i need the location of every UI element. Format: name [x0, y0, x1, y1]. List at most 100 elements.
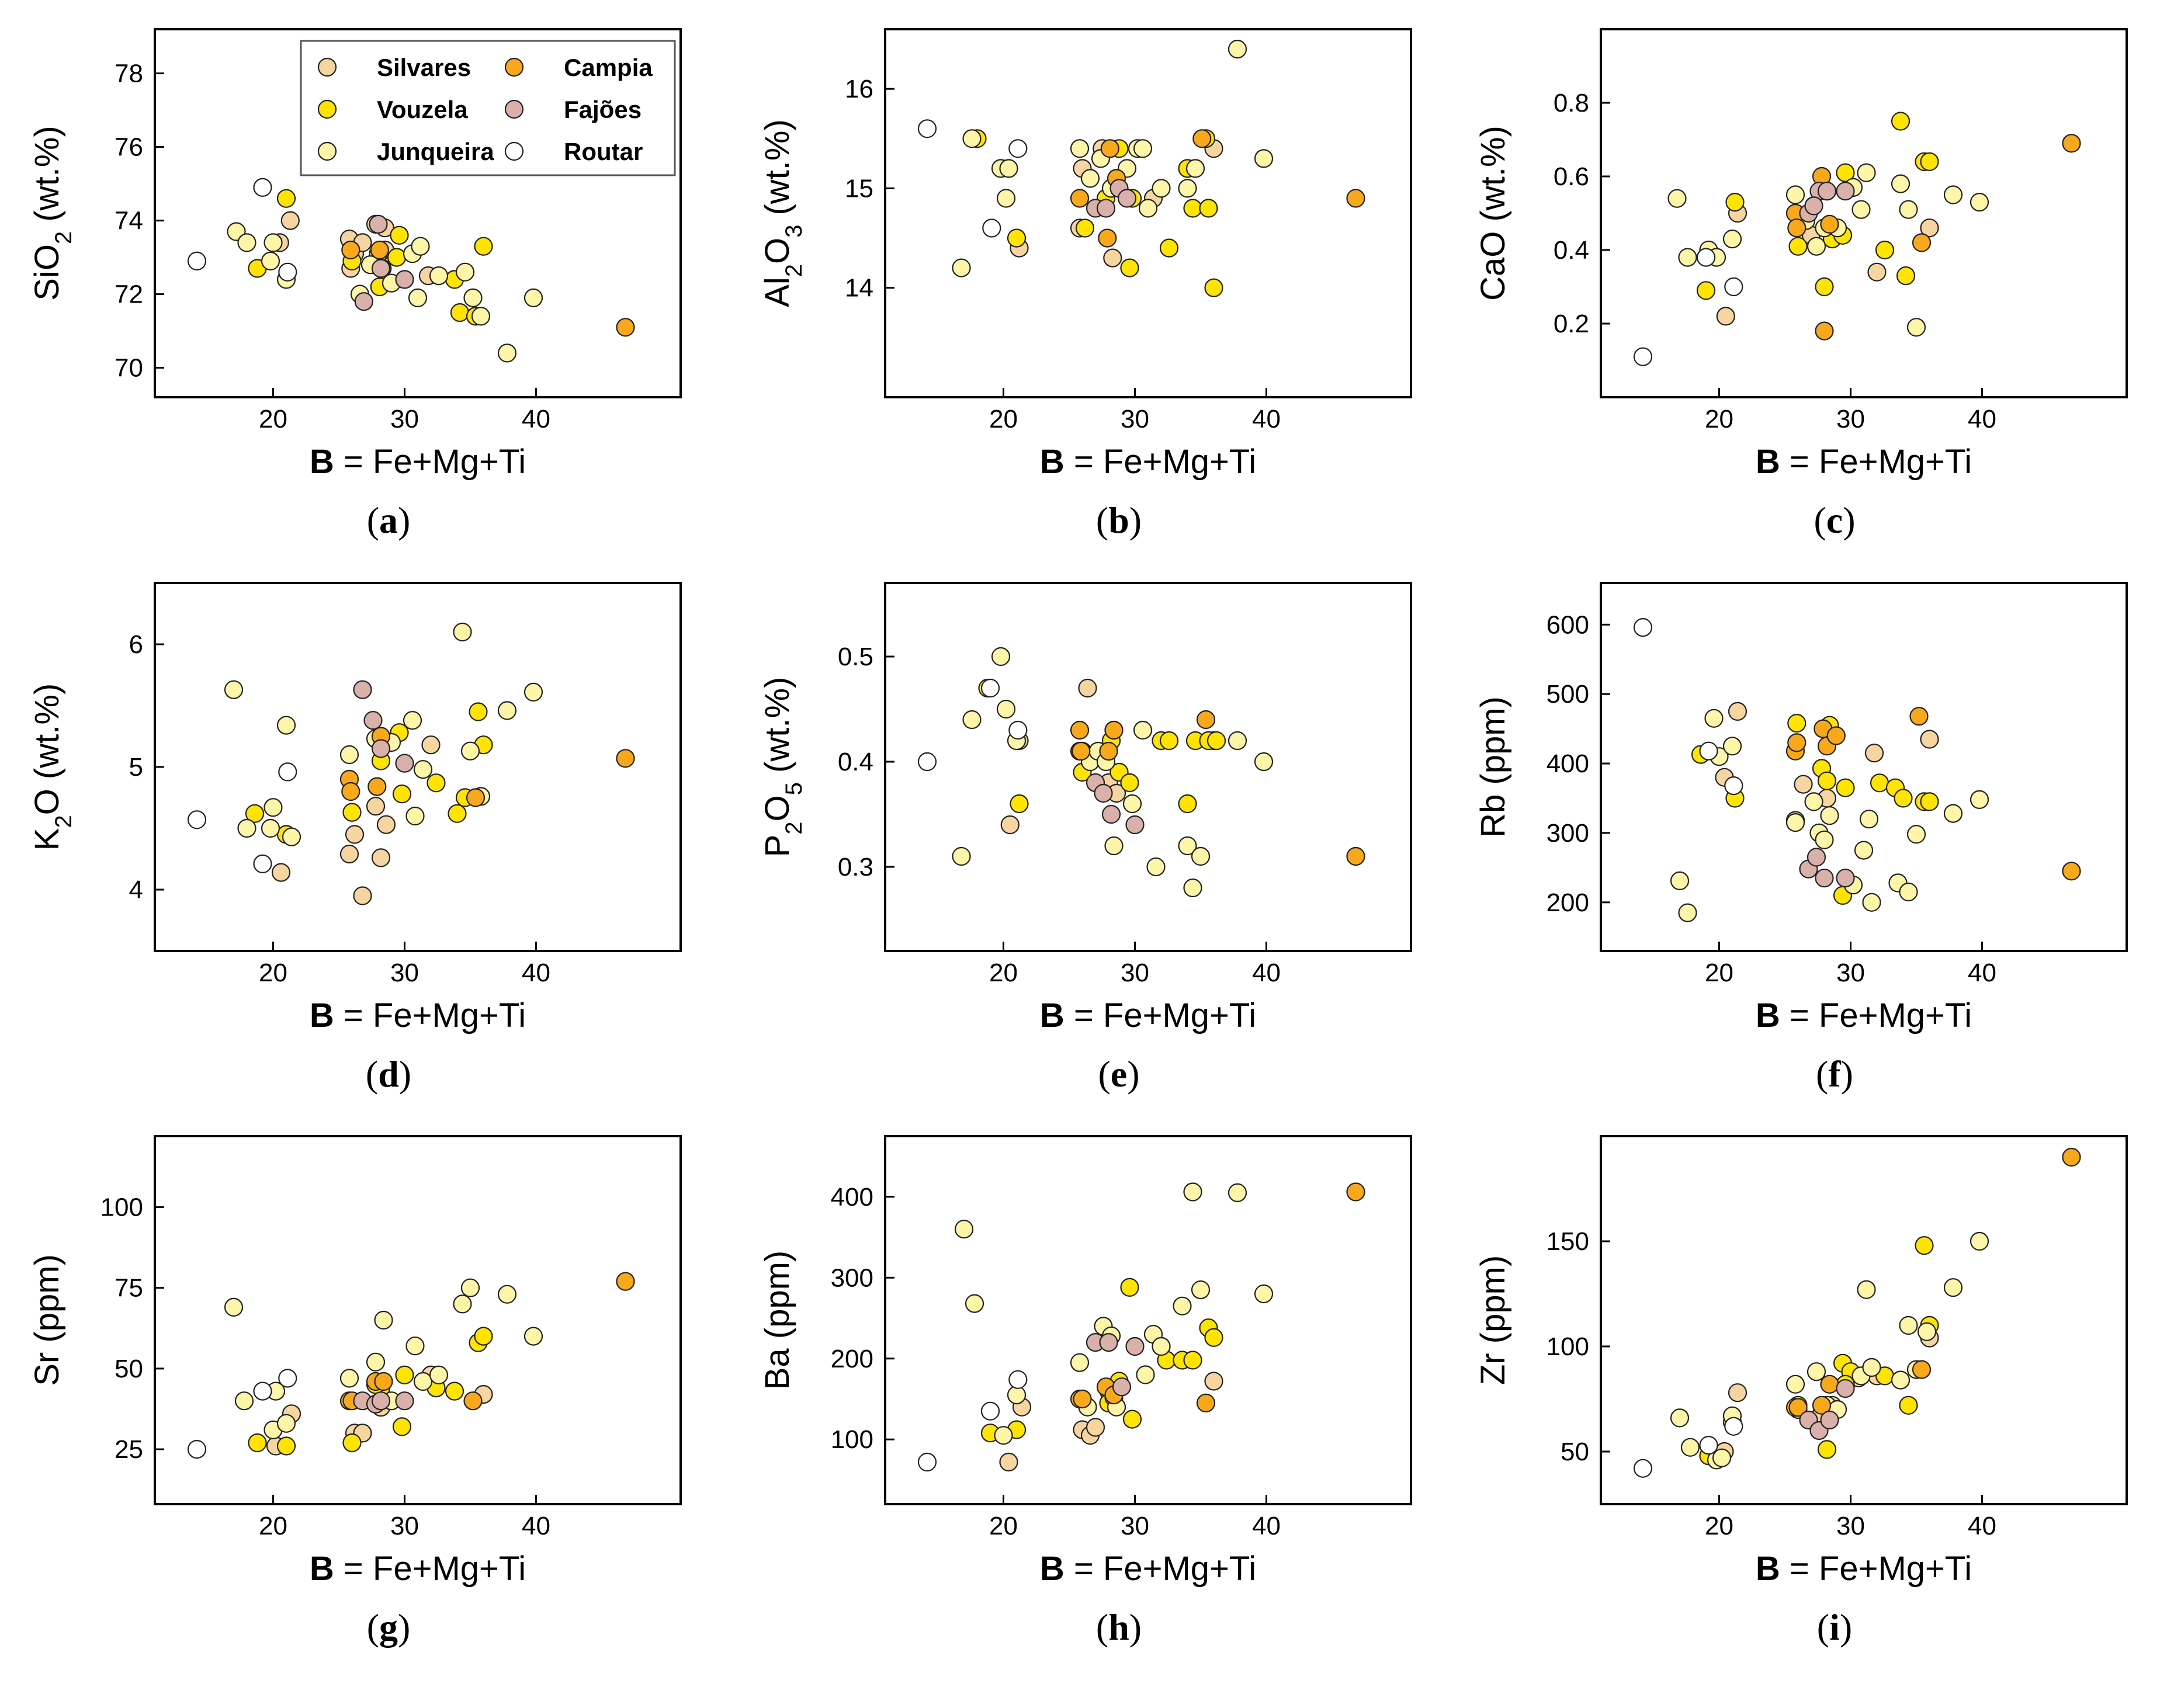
- point-fajoes: [395, 754, 414, 773]
- point-vouzela: [1183, 1351, 1202, 1370]
- point-fajoes: [354, 292, 373, 311]
- point-vouzela: [1836, 778, 1855, 797]
- point-vouzela: [395, 1365, 414, 1384]
- point-fajoes: [369, 214, 388, 234]
- point-routar: [278, 762, 297, 782]
- point-junqueira: [1104, 836, 1124, 856]
- point-campia: [2062, 862, 2081, 881]
- point-fajoes: [1807, 848, 1826, 867]
- point-junqueira: [952, 846, 971, 866]
- point-junqueira: [463, 288, 483, 307]
- point-routar: [1696, 248, 1716, 267]
- point-routar: [917, 752, 937, 772]
- panel-caption: (h): [1096, 1606, 1142, 1648]
- y-tick-label: 6: [129, 630, 143, 659]
- y-tick-label: 300: [831, 1263, 873, 1292]
- point-silvares: [1078, 678, 1097, 698]
- point-junqueira: [460, 741, 480, 761]
- point-junqueira: [224, 680, 244, 699]
- point-junqueira: [954, 1220, 974, 1239]
- legend-label-vouzela: Vouzela: [377, 96, 468, 123]
- point-junqueira: [1133, 139, 1153, 158]
- y-tick-label: 5: [129, 753, 143, 782]
- x-axis-label: B = Fe+Mg+Ti: [1040, 997, 1256, 1034]
- point-junqueira: [1854, 841, 1874, 860]
- point-junqueira: [405, 806, 425, 826]
- plot-frame: [884, 1135, 1412, 1505]
- point-campia: [1192, 129, 1212, 148]
- x-tick-label: 20: [1705, 959, 1733, 987]
- panel-a: 20 30 40 70 72 74 76 78 B = Fe+Mg+Ti SiO2 (wt.%) (…: [28, 28, 682, 541]
- point-junqueira: [1970, 1231, 1989, 1251]
- point-vouzela: [1696, 281, 1716, 300]
- point-junqueira: [999, 159, 1018, 178]
- panel-caption: (i): [1817, 1606, 1852, 1648]
- point-vouzela: [1875, 240, 1895, 260]
- point-junqueira: [429, 266, 449, 286]
- point-campia: [1196, 1393, 1216, 1412]
- point-campia: [374, 1372, 393, 1391]
- point-routar: [917, 119, 937, 138]
- point-junqueira: [1891, 174, 1911, 193]
- x-tick-label: 40: [1968, 1512, 1996, 1540]
- point-vouzela: [1120, 258, 1139, 277]
- x-tick-label: 20: [1705, 1512, 1733, 1540]
- point-junqueira: [405, 1336, 425, 1356]
- point-silvares: [1728, 702, 1747, 721]
- point-routar: [1008, 139, 1028, 158]
- point-vouzela: [450, 303, 470, 322]
- y-axis-label: Zr (ppm): [1474, 1255, 1512, 1385]
- point-vouzela: [1159, 238, 1179, 258]
- point-fajoes: [363, 711, 383, 730]
- point-campia: [463, 1391, 483, 1411]
- point-junqueira: [1785, 1374, 1805, 1394]
- point-vouzela: [387, 248, 407, 267]
- point-junqueira: [952, 258, 971, 277]
- point-junqueira: [1070, 1353, 1090, 1372]
- panel-caption: (b): [1096, 499, 1142, 541]
- point-junqueira: [1173, 1296, 1192, 1315]
- x-tick-label: 20: [989, 1512, 1018, 1540]
- point-campia: [1820, 214, 1839, 234]
- point-vouzela: [1815, 277, 1834, 297]
- x-tick-label: 40: [522, 405, 550, 433]
- x-tick-label: 20: [989, 959, 1018, 987]
- point-fajoes: [1094, 783, 1113, 803]
- point-campia: [1100, 139, 1119, 158]
- point-silvares: [999, 1452, 1018, 1472]
- point-fajoes: [371, 259, 391, 278]
- point-routar: [1699, 1436, 1718, 1455]
- point-campia: [1346, 846, 1365, 866]
- panel-c: 20 30 40 0.2 0.4 0.6 0.8 B = Fe+Mg+Ti CaO (wt.%)…: [1474, 28, 2128, 541]
- point-fajoes: [1101, 804, 1121, 824]
- point-junqueira: [1228, 731, 1247, 751]
- point-junqueira: [1678, 903, 1697, 922]
- point-routar: [278, 1369, 297, 1388]
- point-campia: [1072, 741, 1091, 761]
- point-junqueira: [1122, 794, 1142, 814]
- plot-frame: [154, 582, 682, 952]
- point-campia: [1912, 1360, 1932, 1379]
- point-fajoes: [395, 1391, 414, 1411]
- y-tick-label: 0.4: [1554, 236, 1589, 265]
- point-junqueira: [460, 1278, 480, 1297]
- point-silvares: [421, 735, 441, 755]
- point-campia: [1812, 1395, 1832, 1415]
- x-axis-label: B = Fe+Mg+Ti: [1756, 1550, 1972, 1588]
- point-campia: [1820, 1374, 1839, 1394]
- point-junqueira: [224, 1297, 244, 1317]
- point-routar: [1724, 776, 1743, 796]
- point-fajoes: [1125, 1336, 1145, 1356]
- point-vouzela: [1010, 794, 1029, 814]
- point-routar: [253, 854, 272, 874]
- point-junqueira: [403, 711, 422, 730]
- point-campia: [1788, 1398, 1808, 1417]
- point-campia: [1073, 1389, 1092, 1409]
- point-routar: [982, 218, 1001, 238]
- y-tick-label: 50: [115, 1355, 143, 1383]
- point-silvares: [1920, 218, 1939, 238]
- legend-marker-vouzela: [317, 99, 337, 119]
- point-junqueira: [1185, 159, 1205, 178]
- point-junqueira: [1133, 720, 1153, 740]
- x-axis-label: B = Fe+Mg+Ti: [310, 997, 526, 1034]
